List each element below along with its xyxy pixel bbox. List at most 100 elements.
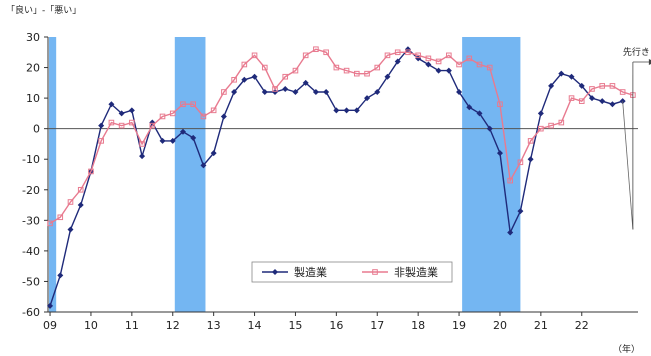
data-point — [251, 73, 258, 80]
data-point — [88, 168, 94, 175]
data-point — [47, 302, 54, 309]
data-point — [251, 52, 258, 59]
data-point — [466, 55, 473, 62]
data-point — [599, 83, 606, 89]
data-point — [118, 110, 125, 117]
data-point — [292, 67, 299, 74]
data-point — [496, 150, 503, 157]
x-tick-label: 20 — [493, 319, 507, 332]
forecast-label: 先行き — [623, 46, 650, 58]
data-point — [231, 76, 237, 83]
data-point — [415, 52, 421, 59]
data-point — [364, 70, 370, 77]
legend-swatch-marker — [372, 269, 378, 275]
x-tick-label: 12 — [166, 319, 180, 332]
data-point — [456, 61, 462, 68]
y-tick-label: -20 — [22, 184, 40, 197]
legend-label: 非製造業 — [394, 265, 438, 279]
data-point — [435, 67, 442, 74]
data-point — [405, 49, 411, 56]
x-tick-label: 19 — [452, 319, 466, 332]
forecast-segment — [622, 101, 634, 230]
y-tick-label: 0 — [33, 123, 40, 136]
legend-label: 製造業 — [294, 265, 327, 279]
data-point — [241, 61, 248, 68]
data-point — [548, 82, 555, 89]
data-point — [343, 107, 350, 114]
data-point — [180, 101, 186, 108]
x-tick-label: 22 — [575, 319, 589, 332]
data-point — [231, 89, 238, 95]
data-point — [384, 52, 391, 59]
data-point — [129, 119, 135, 126]
data-point — [47, 220, 53, 227]
y-tick-label: -50 — [22, 275, 40, 288]
x-axis-ticks: 09 10 11 12 13 14 15 16 17 18 19 20 21 22 — [43, 312, 589, 332]
data-point — [456, 89, 463, 95]
data-point — [466, 104, 473, 111]
data-point — [200, 162, 207, 169]
series-1 — [47, 46, 626, 309]
x-tick-label: 18 — [411, 319, 425, 332]
data-point — [558, 119, 565, 126]
data-point — [302, 52, 309, 59]
data-point — [384, 73, 391, 80]
data-point — [272, 86, 278, 92]
data-point — [261, 89, 268, 95]
x-tick-label: 11 — [125, 319, 139, 332]
data-point — [517, 159, 524, 166]
x-tick-label: 21 — [534, 319, 548, 332]
data-point — [159, 113, 166, 120]
data-point — [200, 113, 207, 120]
data-point — [77, 186, 84, 193]
data-point — [139, 153, 146, 160]
data-point — [190, 101, 196, 108]
data-point — [118, 122, 125, 129]
data-point — [282, 73, 289, 80]
data-point — [302, 79, 309, 86]
y-axis-label: 「良い」-「悪い」 — [6, 4, 81, 16]
legend: 製造業 非製造業 — [251, 261, 453, 283]
x-tick-label: 14 — [248, 319, 262, 332]
data-point — [445, 67, 452, 74]
x-axis-unit-label: （年） — [613, 343, 640, 355]
data-point — [128, 107, 135, 114]
data-point — [282, 85, 289, 92]
data-point — [343, 67, 350, 74]
data-point — [578, 98, 585, 104]
data-point — [588, 95, 595, 102]
data-point — [619, 89, 626, 95]
data-point — [108, 101, 115, 108]
data-point — [98, 138, 104, 144]
data-point — [179, 128, 186, 135]
series-2 — [47, 46, 636, 227]
x-tick-label: 16 — [329, 319, 343, 332]
data-point — [527, 156, 534, 163]
data-point — [261, 64, 268, 71]
data-point — [599, 98, 606, 105]
series-lines — [47, 46, 636, 309]
data-point — [394, 58, 401, 65]
data-point — [57, 214, 64, 221]
legend-box — [251, 261, 453, 283]
recession-band-2 — [174, 37, 206, 312]
y-tick-label: 10 — [26, 92, 40, 105]
data-point — [272, 89, 279, 95]
data-point — [67, 226, 74, 233]
data-point — [415, 55, 422, 62]
y-tick-label: 30 — [26, 31, 40, 44]
data-point — [538, 125, 544, 132]
recession-band-1 — [49, 37, 57, 312]
data-point — [210, 150, 217, 157]
data-point — [292, 89, 299, 95]
data-point — [364, 95, 371, 102]
data-point — [312, 89, 319, 95]
data-point — [476, 110, 483, 117]
data-point — [394, 49, 401, 56]
data-point — [476, 61, 483, 68]
data-point — [425, 55, 432, 62]
data-point — [323, 89, 330, 95]
y-tick-label: -40 — [22, 245, 40, 258]
data-point — [220, 113, 227, 120]
